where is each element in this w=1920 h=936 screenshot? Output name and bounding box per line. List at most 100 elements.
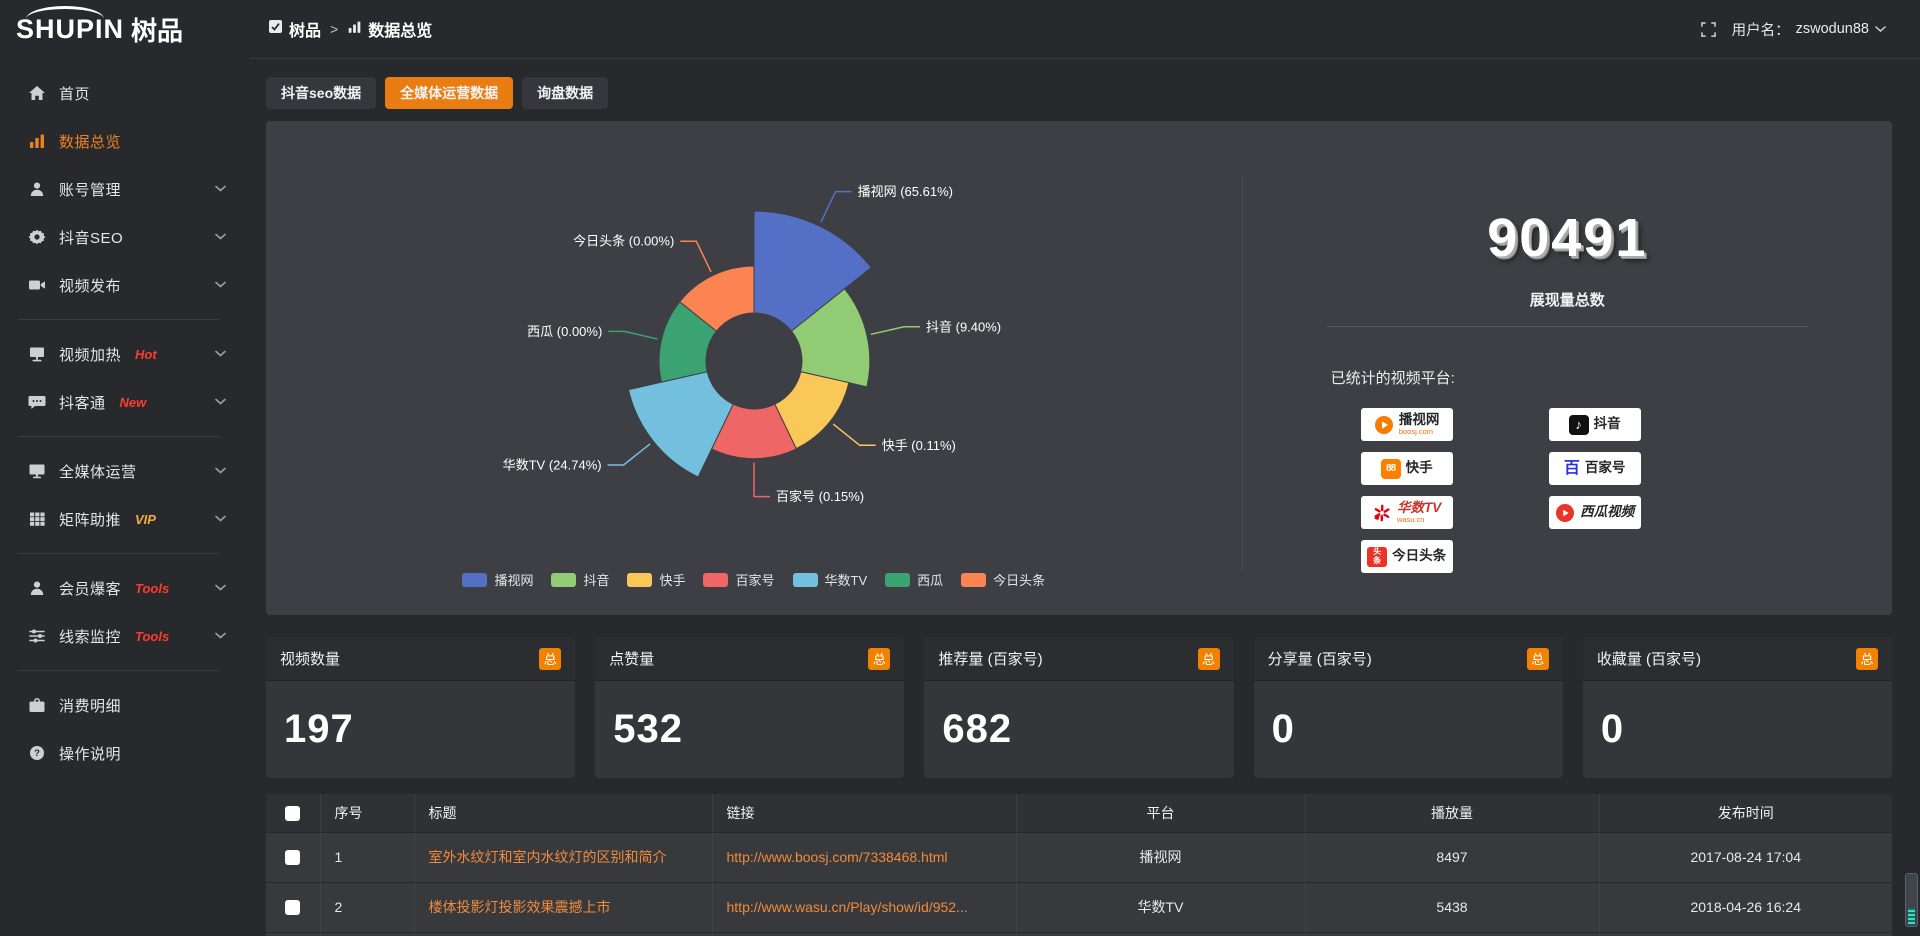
sidebar-item-douketong[interactable]: 抖客通 New — [0, 378, 250, 426]
pie-slice-华数TV[interactable] — [627, 371, 734, 478]
empty-cell — [320, 932, 415, 936]
legend-item-华数TV[interactable]: 华数TV — [792, 570, 867, 589]
rose-chart-section: 播视网 (65.61%) 抖音 (9.40%) 快手 (0.11%) 百家号 (0.1… — [266, 121, 1242, 615]
page-scrollbar[interactable] — [1904, 0, 1918, 936]
legend-item-快手[interactable]: 快手 — [627, 570, 685, 589]
legend-swatch — [703, 572, 729, 587]
stat-card-total-badge: 总 — [1197, 647, 1220, 670]
row-title-link[interactable]: 楼体投影灯投影效果震撼上市 — [428, 899, 611, 915]
breadcrumb-current[interactable]: 数据总览 — [347, 17, 432, 41]
platforms-grid: 播视网 boosj.com ♪ 抖音 88 快手 百百家号 华数TV wasu.cn 西瓜视频头条… — [1360, 408, 1641, 573]
stat-card-header: 点赞量 总 — [595, 637, 905, 681]
sidebar-item-help[interactable]: ? 操作说明 — [0, 729, 250, 777]
chevron-down-icon — [1875, 21, 1886, 37]
sidebar-item-douyin-seo[interactable]: 抖音SEO — [0, 213, 250, 261]
row-title-cell: 室外水纹灯和室内水纹灯的区别和简介 — [414, 832, 713, 883]
username-value: zswodun88 — [1795, 21, 1869, 37]
sidebar-item-member-baoke[interactable]: 会员爆客 Tools — [0, 564, 250, 612]
platform-card-name: 今日头条 — [1392, 548, 1447, 564]
sidebar-item-matrix-boost[interactable]: 矩阵助推 VIP — [0, 495, 250, 543]
row-url-cell: http://www.boosj.com/7338468.html — [712, 832, 1017, 883]
logo-text-en: SHUPIN — [16, 6, 125, 45]
sliders-icon — [28, 628, 46, 644]
rose-pie-svg: 播视网 (65.61%) 抖音 (9.40%) 快手 (0.11%) 百家号 (0.1… — [503, 184, 1002, 504]
stat-card-value: 197 — [284, 707, 354, 751]
tab-2[interactable]: 全媒体运营数据 — [385, 77, 514, 109]
fullscreen-icon[interactable] — [1700, 21, 1716, 37]
legend-item-抖音[interactable]: 抖音 — [551, 570, 609, 589]
platform-card-subtext: wasu.cn — [1396, 514, 1425, 524]
chevron-down-icon — [215, 398, 226, 406]
pie-slice-抖音[interactable] — [790, 288, 871, 388]
chevron-down-icon — [215, 281, 226, 289]
pie-label-line — [680, 240, 712, 273]
sidebar-item-video-heat[interactable]: 视频加热 Hot — [0, 330, 250, 378]
sidebar-item-data-overview[interactable]: 数据总览 — [0, 117, 250, 165]
sidebar-item-video-publish[interactable]: 视频发布 — [0, 261, 250, 309]
legend-label: 快手 — [659, 573, 686, 588]
boosj-logo-icon — [1374, 415, 1394, 435]
legend-item-今日头条[interactable]: 今日头条 — [961, 570, 1045, 589]
row-platform: 播视网 — [1016, 832, 1306, 883]
platform-card-name: 西瓜视频 — [1580, 504, 1635, 520]
select-all-checkbox[interactable] — [285, 806, 301, 822]
stat-card-header: 推荐量 (百家号) 总 — [924, 637, 1234, 681]
sidebar-item-media-ops[interactable]: 全媒体运营 — [0, 447, 250, 495]
pie-label-line — [607, 443, 651, 466]
sidebar-item-home[interactable]: 首页 — [0, 69, 250, 117]
stat-card-value: 0 — [1600, 707, 1625, 751]
logo-en-label: SHUPIN — [16, 14, 125, 44]
row-checkbox-cell — [266, 882, 321, 933]
empty-cell — [1599, 932, 1892, 936]
sidebar-item-clue-monitor[interactable]: 线索监控 Tools — [0, 612, 250, 660]
row-checkbox[interactable] — [285, 900, 301, 916]
sidebar-item-account-mgmt[interactable]: 账号管理 — [0, 165, 250, 213]
tab-3[interactable]: 询盘数据 — [522, 77, 609, 109]
shupin-square-icon — [268, 19, 283, 39]
pie-slice-播视网[interactable] — [753, 210, 873, 332]
question-icon: ? — [28, 745, 46, 761]
sidebar-item-label: 首页 — [59, 85, 91, 103]
videos-table: 序号 标题 链接 平台 播放量 发布时间 1 室外水纹灯和室内水纹灯的区别和简介 http:/… — [266, 794, 1892, 936]
person-icon — [28, 580, 46, 596]
user-menu[interactable]: 用户名： zswodun88 — [1732, 19, 1886, 40]
platform-card-name: 百家号 — [1584, 460, 1626, 476]
column-header-3: 链接 — [712, 794, 1017, 833]
sidebar-item-label: 数据总览 — [59, 133, 122, 151]
sidebar-item-badge: Tools — [135, 628, 170, 644]
tab-1[interactable]: 抖音seo数据 — [266, 77, 377, 109]
pie-label: 快手 (0.11%) — [882, 438, 956, 453]
stat-card-header: 收藏量 (百家号) 总 — [1582, 637, 1893, 681]
sidebar-item-label: 抖音SEO — [59, 229, 124, 247]
scrollbar-thumb[interactable] — [1905, 873, 1918, 927]
legend-item-百家号[interactable]: 百家号 — [703, 570, 775, 589]
pie-slice-今日头条[interactable] — [678, 265, 755, 332]
sidebar-divider — [18, 553, 220, 554]
legend-item-播视网[interactable]: 播视网 — [462, 570, 533, 589]
legend-swatch — [551, 572, 577, 587]
sidebar: SHUPIN 树品 首页 数据总览 账号管理 抖音SEO 视频发布 视频加热 Hot 抖客通 N… — [0, 0, 250, 936]
platform-card-name: 华数TV — [1396, 500, 1442, 516]
breadcrumb-root[interactable]: 树品 — [268, 17, 321, 41]
stat-card-title: 分享量 (百家号) — [1267, 651, 1372, 668]
pie-label-line — [870, 326, 920, 336]
legend-item-西瓜[interactable]: 西瓜 — [885, 570, 943, 589]
main-area: 树品 > 数据总览 用户名： zswodun88 抖音seo数据 全媒体运营数据 询盘… — [250, 0, 1920, 936]
row-checkbox[interactable] — [285, 850, 301, 866]
stat-card-1: 视频数量 总 197 — [266, 637, 576, 778]
row-url-link[interactable]: http://www.boosj.com/7338468.html — [726, 849, 948, 865]
legend-label: 今日头条 — [993, 573, 1046, 588]
topbar-right: 用户名： zswodun88 — [1700, 19, 1886, 40]
row-title-link[interactable]: 室外水纹灯和室内水纹灯的区别和简介 — [428, 849, 667, 865]
legend-swatch — [961, 572, 987, 587]
sidebar-item-consumption[interactable]: 消费明细 — [0, 681, 250, 729]
breadcrumb-root-label: 树品 — [289, 23, 322, 40]
stat-card-title: 收藏量 (百家号) — [1596, 651, 1701, 668]
chevron-down-icon — [215, 350, 226, 358]
row-url-link[interactable]: http://www.wasu.cn/Play/show/id/952... — [726, 899, 968, 915]
chevron-down-icon — [215, 233, 226, 241]
platform-card-boosj: 播视网 boosj.com — [1360, 408, 1453, 441]
stat-card-value: 0 — [1271, 707, 1295, 751]
gear-icon — [28, 229, 46, 245]
header-checkbox-cell — [266, 794, 321, 833]
